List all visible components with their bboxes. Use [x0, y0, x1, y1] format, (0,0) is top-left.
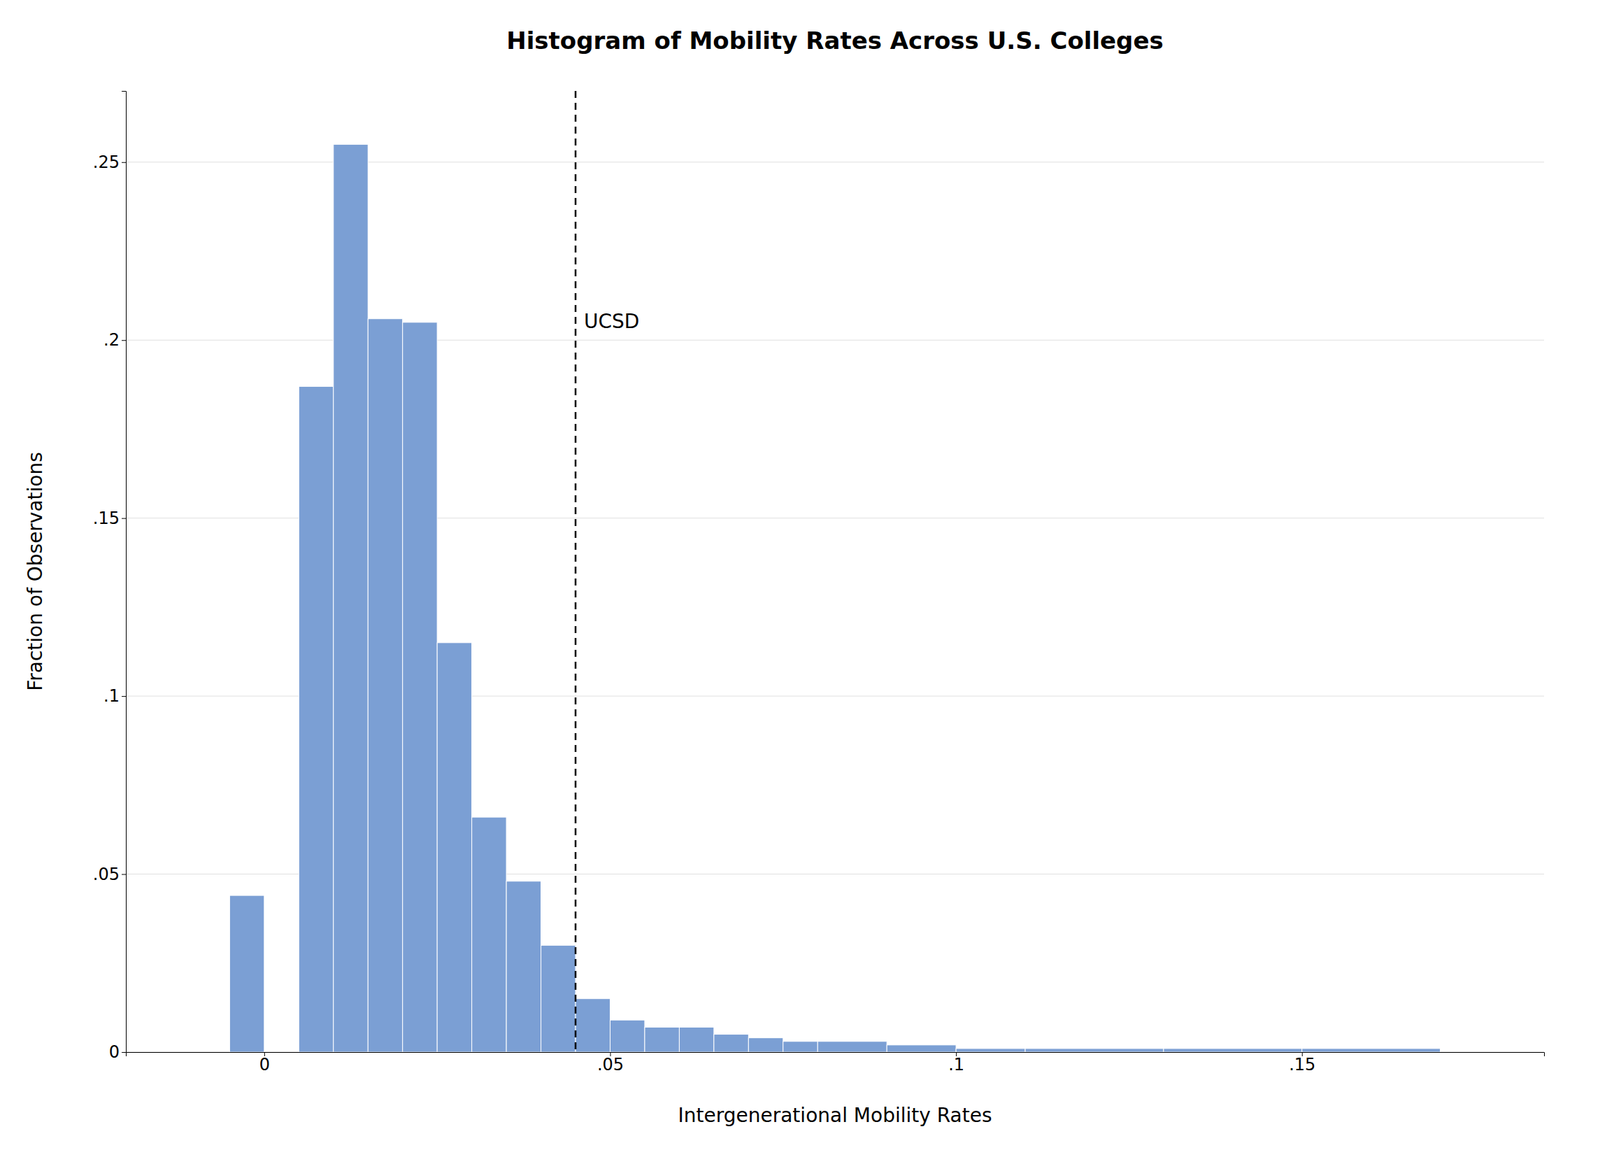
bar: [437, 642, 472, 1052]
bar: [333, 144, 368, 1052]
tick-label: .15: [1288, 1054, 1316, 1075]
bar: [1302, 1048, 1441, 1052]
axis-line: [121, 91, 127, 1053]
bar: [783, 1041, 818, 1052]
tick: .1: [103, 686, 126, 706]
chart: 0 .05 .1 .15 0 .05 .1 .15 .2 .25 UCSD Histogram of …: [0, 0, 1600, 1164]
y-axis-title: Fraction of Observations: [23, 451, 47, 691]
tick-mark: [121, 518, 126, 519]
bar: [1025, 1048, 1164, 1052]
tick: .05: [597, 1051, 624, 1075]
tick-mark: [121, 162, 126, 163]
tick-label: 0: [259, 1054, 270, 1075]
y-axis: 0 .05 .1 .15 .2 .25: [93, 91, 127, 1063]
tick: .2: [103, 330, 126, 350]
tick-label: .05: [597, 1054, 624, 1075]
bar: [575, 998, 610, 1052]
x-axis: 0 .05 .1 .15: [126, 1051, 1545, 1075]
plot: 0 .05 .1 .15 0 .05 .1 .15 .2 .25 UCSD: [93, 90, 1545, 1075]
tick-mark: [121, 874, 126, 875]
bar: [748, 1037, 783, 1052]
x-axis-title: Intergenerational Mobility Rates: [678, 1103, 993, 1127]
tick-label: .1: [948, 1054, 965, 1075]
bar: [644, 1026, 680, 1052]
axis-line: [126, 1052, 1545, 1057]
tick-label: .2: [103, 330, 120, 350]
bar: [679, 1026, 714, 1052]
bar: [229, 895, 264, 1052]
tick: .15: [93, 508, 126, 528]
bar: [367, 318, 403, 1052]
tick-label: 0: [109, 1041, 120, 1062]
tick: .1: [948, 1051, 965, 1075]
tick: 0: [259, 1051, 270, 1075]
annotation: UCSD: [583, 309, 640, 333]
tick-label: .05: [93, 864, 120, 884]
tick: .05: [93, 864, 126, 884]
title: Histogram of Mobility Rates Across U.S. …: [506, 26, 1164, 55]
bar: [1163, 1048, 1303, 1052]
tick-mark: [121, 339, 126, 341]
bar: [1440, 1051, 1510, 1053]
tick: .25: [93, 152, 126, 173]
tick: 0: [109, 1041, 126, 1062]
bar: [506, 881, 541, 1052]
tick-mark: [121, 695, 126, 697]
tick-label: .15: [93, 508, 120, 528]
bar: [713, 1034, 749, 1052]
reference-line: [574, 90, 577, 1052]
bar: [472, 816, 507, 1052]
tick: .15: [1288, 1051, 1316, 1075]
tick-label: .1: [103, 686, 120, 706]
bar: [817, 1041, 887, 1052]
bar: [955, 1048, 1026, 1052]
bar: [886, 1044, 956, 1052]
marks: [229, 90, 1440, 1052]
bar: [541, 944, 576, 1052]
bar: [264, 1051, 299, 1053]
bar: [402, 322, 438, 1052]
tick-mark: [121, 1051, 126, 1053]
bar: [609, 1019, 645, 1052]
bar: [298, 386, 333, 1052]
tick-label: .25: [93, 152, 120, 173]
